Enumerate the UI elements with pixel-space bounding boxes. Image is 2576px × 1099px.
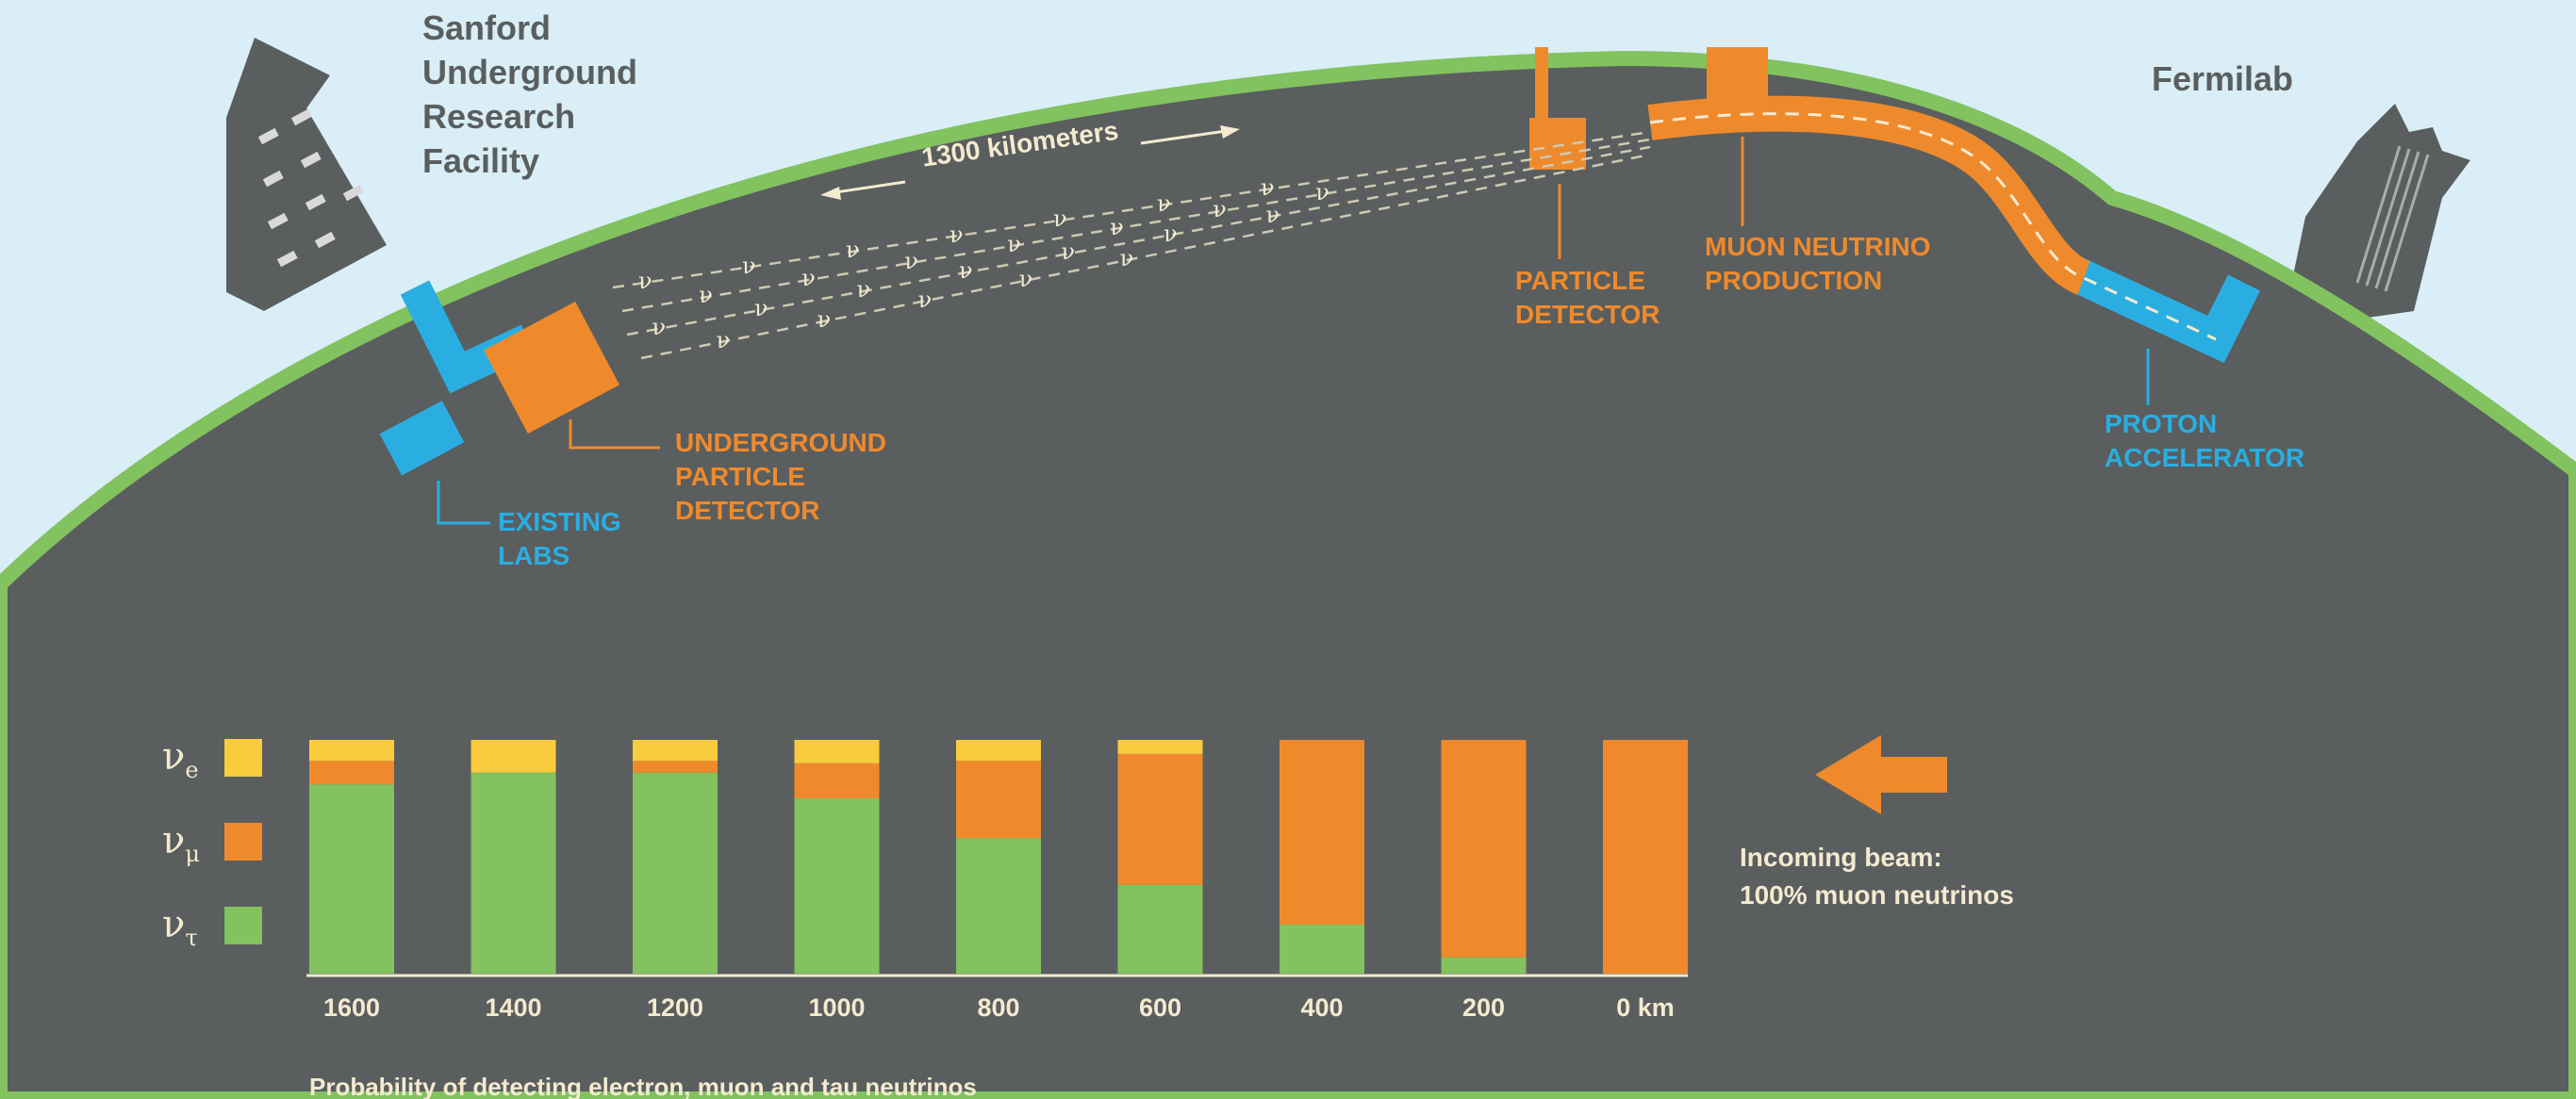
bar-segment-nu-e-800 bbox=[956, 740, 1041, 762]
incoming-beam-label: Incoming beam: 100% muon neutrinos bbox=[1740, 843, 2014, 910]
bar-segment-nu-tau-1600 bbox=[309, 784, 394, 974]
bar-segment-nu-mu-800 bbox=[956, 761, 1041, 839]
beam-neutrino-glyph: ν bbox=[1018, 265, 1033, 292]
beam-neutrino-glyph: ν bbox=[817, 306, 832, 334]
bar-segment-nu-tau-200 bbox=[1441, 957, 1527, 974]
sanford-building bbox=[226, 38, 387, 311]
beam-neutrino-glyph: ν bbox=[742, 252, 756, 279]
bar-segment-nu-mu-0-km bbox=[1603, 740, 1688, 974]
bar-segment-nu-tau-1000 bbox=[794, 798, 880, 974]
legend-label-nu-mu: νμ bbox=[162, 819, 200, 867]
bar-segment-nu-tau-600 bbox=[1117, 884, 1203, 974]
bar-segment-nu-mu-1600 bbox=[309, 761, 394, 785]
beam-neutrino-glyph: ν bbox=[846, 237, 860, 264]
beam-neutrino-glyph: ν bbox=[904, 248, 918, 275]
beam-neutrino-glyph: ν bbox=[949, 221, 964, 248]
distance-arrow bbox=[820, 125, 1240, 200]
beam-neutrino-glyph: ν bbox=[699, 282, 713, 309]
beam-neutrino-glyph: ν bbox=[1053, 205, 1067, 233]
beam-neutrino-glyph: ν bbox=[1265, 201, 1280, 228]
neutrino-beam bbox=[612, 130, 1651, 360]
bar-segment-nu-tau-400 bbox=[1280, 924, 1364, 974]
x-tick-label: 1600 bbox=[322, 993, 381, 1022]
bar-segment-nu-mu-600 bbox=[1117, 753, 1203, 885]
bar-segment-nu-tau-800 bbox=[956, 838, 1041, 974]
chart-caption: Probability of detecting electron, muon … bbox=[309, 1073, 977, 1099]
bar-segment-nu-e-1200 bbox=[633, 740, 718, 762]
bar-segment-nu-e-1600 bbox=[309, 740, 394, 762]
beam-neutrino-glyph: ν bbox=[1315, 179, 1329, 206]
beam-neutrino-glyph: ν bbox=[1157, 189, 1171, 217]
leader-underground-detector bbox=[569, 419, 660, 450]
beam-neutrino-glyph: ν bbox=[716, 326, 731, 353]
legend-swatch-nu-tau bbox=[224, 907, 262, 944]
bar-segment-nu-e-1400 bbox=[471, 740, 556, 773]
beam-neutrino-glyph: ν bbox=[1061, 238, 1076, 266]
fermilab-building bbox=[2282, 104, 2470, 330]
bar-segment-nu-mu-200 bbox=[1441, 740, 1527, 958]
existing-labs-label: EXISTING LABS bbox=[498, 507, 621, 570]
underground-detector-box bbox=[483, 302, 620, 434]
x-tick-label: 1000 bbox=[808, 993, 866, 1022]
beam-neutrino-glyph: ν bbox=[856, 276, 871, 303]
incoming-beam-arrow bbox=[1815, 735, 1947, 814]
x-tick-label: 600 bbox=[1138, 993, 1182, 1022]
beam-neutrino-glyph: ν bbox=[1110, 213, 1124, 240]
x-tick-label: 1200 bbox=[646, 993, 704, 1022]
legend-label-nu-tau: ντ bbox=[162, 903, 198, 951]
x-tick-label: 800 bbox=[977, 993, 1020, 1022]
bar-segment-nu-tau-1400 bbox=[471, 772, 556, 974]
muon-production-label: MUON NEUTRINO PRODUCTION bbox=[1705, 232, 1931, 295]
legend-swatch-nu-e bbox=[224, 739, 262, 777]
near-detector-shaft bbox=[1535, 47, 1548, 123]
legend-label-nu-e: νe bbox=[162, 735, 199, 783]
beam-neutrino-glyph: ν bbox=[1261, 174, 1275, 202]
beam-neutrino-glyph: ν bbox=[1119, 245, 1134, 272]
bar-segment-nu-mu-1000 bbox=[794, 763, 880, 798]
fermilab-label: Fermilab bbox=[2152, 59, 2294, 98]
beam-neutrino-glyph: ν bbox=[1164, 220, 1178, 247]
underground-detector-label: UNDERGROUND PARTICLE DETECTOR bbox=[675, 428, 886, 525]
beam-neutrino-glyph: ν bbox=[754, 295, 768, 322]
bar-segment-nu-e-600 bbox=[1117, 740, 1203, 754]
beam-neutrino-glyph: ν bbox=[652, 314, 667, 341]
proton-accelerator-label: PROTON ACCELERATOR bbox=[2105, 409, 2305, 472]
beam-neutrino-glyph: ν bbox=[959, 257, 973, 285]
x-tick-label: 1400 bbox=[485, 993, 542, 1022]
x-tick-label: 400 bbox=[1300, 993, 1344, 1022]
beam-neutrino-glyph: ν bbox=[1213, 196, 1227, 223]
beam-neutrino-glyph: ν bbox=[638, 268, 652, 295]
beam-neutrino-glyph: ν bbox=[801, 265, 816, 292]
bar-segment-nu-mu-400 bbox=[1280, 740, 1364, 925]
bar-segment-nu-e-1000 bbox=[794, 740, 880, 763]
bar-segment-nu-mu-1200 bbox=[633, 761, 718, 773]
legend-swatch-nu-mu bbox=[224, 823, 262, 861]
x-tick-label: 200 bbox=[1461, 993, 1506, 1022]
sanford-label: Sanford Underground Research Facility bbox=[422, 8, 637, 180]
beam-neutrino-glyph: ν bbox=[1007, 230, 1021, 257]
leader-existing-labs bbox=[437, 481, 490, 525]
detection-probability-chart bbox=[309, 740, 1688, 974]
beam-neutrino-glyph: ν bbox=[917, 286, 933, 313]
x-tick-label: 0 km bbox=[1616, 993, 1675, 1022]
bar-segment-nu-tau-1200 bbox=[633, 772, 718, 974]
particle-detector-label: PARTICLE DETECTOR bbox=[1515, 266, 1660, 329]
existing-labs-chamber bbox=[379, 401, 465, 476]
muon-production-station bbox=[1707, 47, 1768, 104]
